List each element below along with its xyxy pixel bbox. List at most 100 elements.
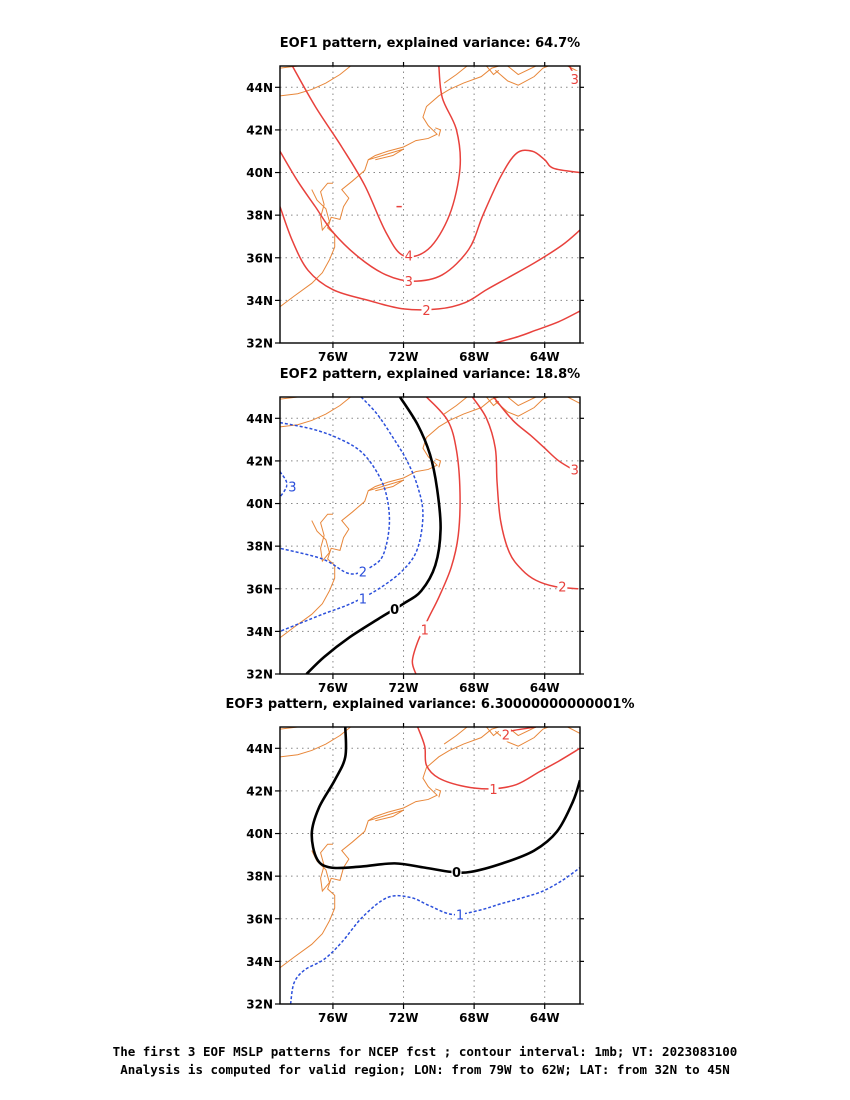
eof3-coastline [443,727,468,745]
eof2-coastline [567,397,580,404]
eof1-ytick-label: 38N [246,209,273,223]
caption-line-1: The first 3 EOF MSLP patterns for NCEP f… [112,1044,738,1059]
eof2-title: EOF2 pattern, explained variance: 18.8% [280,367,580,382]
eof1-contour-label: 2 [422,304,430,319]
eof2-ytick-label: 38N [246,540,273,554]
eof3-coastline [280,727,351,758]
eof1-panel: EOF1 pattern, explained variance: 64.7% 4… [246,36,584,364]
eof2-contour-neg1 [280,397,424,633]
eof2-contour-1 [411,397,461,674]
eof1-contour-label: 3 [405,275,413,290]
eof2-contour-neg2 [280,421,391,575]
eof3-frame [279,726,581,1005]
eof3-contour-1 [416,727,580,790]
eof3-contour-label-bg [500,726,511,742]
eof1-contour-3 [280,149,580,282]
eof1-contour-4 [291,66,462,258]
eof1-xtick-label: 76W [318,350,348,364]
eof3-coastline [486,727,500,737]
eof1-coastline [280,66,351,97]
eof1-title: EOF1 pattern, explained variance: 64.7% [280,36,580,51]
eof1-contour-1 [495,310,580,343]
eof3-title: EOF3 pattern, explained variance: 6.3000… [226,697,635,712]
eof2-coastline [280,397,351,428]
eof1-contour-label: 4 [405,250,413,265]
eof2-contour-label-bg [419,621,430,637]
eof2-contour-label: 1 [359,592,367,607]
eof3-contour-0 [310,727,580,875]
eof3-ytick-label: 32N [246,998,273,1012]
eof3-contour-label: 0 [452,866,461,881]
eof1-frame [279,65,581,344]
eof3-panel: EOF3 pattern, explained variance: 6.3000… [226,697,635,1025]
eof3-contour-label-bg [451,863,462,879]
eof1-ytick-label: 34N [246,294,273,308]
eof1-ytick-label: 44N [246,81,273,95]
eof1-contour-label-bg [403,273,414,289]
eof2-xtick-label: 76W [318,681,348,695]
eof2-coastline [311,513,333,563]
eof2-contour-label-bg [557,578,568,594]
eof2-ytick-label: 42N [246,454,273,468]
eof3-ytick-label: 40N [246,827,273,841]
eof1-coastline [311,182,333,232]
eof1-ytick-label: 40N [246,166,273,180]
eof2-coastline [368,479,404,492]
eof2-contour-label: 0 [390,603,399,618]
eof1-coastline [507,66,537,76]
eof2-contour-label-bg [569,461,580,477]
eof3-ytick-label: 34N [246,955,273,969]
eof2-contour-label-bg [357,590,368,606]
eof1-coastline [368,148,404,161]
eof2-contour-label: 2 [359,566,367,581]
eof3-xtick-label: 72W [389,1011,419,1025]
eof3-ytick-label: 36N [246,912,273,926]
eof-figure: EOF1 pattern, explained variance: 64.7% 4… [226,36,635,1025]
eof2-contour-neg3 [280,471,288,498]
eof2-contour-label-bg [389,601,400,617]
eof2-frame [279,396,581,675]
eof3-coastline [567,727,580,734]
eof2-coastline [435,458,442,468]
eof3-xtick-label: 68W [459,1011,489,1025]
eof2-ytick-label: 34N [246,625,273,639]
eof2-ytick-label: 44N [246,412,273,426]
eof2-panel: EOF2 pattern, explained variance: 18.8% 0… [246,367,584,695]
eof1-contour-label-bg [569,70,580,86]
eof2-contour-0 [305,397,442,674]
eof3-ytick-label: 42N [246,784,273,798]
eof2-contour-3 [492,397,577,473]
eof1-coastline [443,66,468,84]
eof3-contour-label: 2 [502,728,510,743]
eof1-xtick-label: 68W [459,350,489,364]
eof2-ytick-label: 40N [246,497,273,511]
eof2-coastline [443,397,468,415]
eof1-ytick-label: 42N [246,123,273,137]
eof1-contour-label-bg [403,247,414,263]
eof2-contour-2 [471,397,579,590]
eof3-coastline [507,727,537,737]
eof1-coastline [486,66,500,76]
eof2-ytick-label: 36N [246,582,273,596]
caption-line-2: Analysis is computed for valid region; L… [120,1062,730,1077]
eof2-contour-label: 3 [288,480,296,495]
eof2-xtick-label: 72W [389,681,419,695]
eof2-coastline [494,397,549,417]
eof2-ytick-label: 32N [246,668,273,682]
eof1-contour-label-bg [421,301,432,317]
eof3-contour-label: 1 [456,909,464,924]
eof2-contour-label-bg [357,563,368,579]
eof3-xtick-label: 76W [318,1011,348,1025]
eof3-coastline [435,788,442,798]
eof1-xtick-label: 64W [530,350,560,364]
eof3-ytick-label: 38N [246,870,273,884]
eof2-contour-label: 2 [558,581,566,596]
eof3-ytick-label: 44N [246,742,273,756]
eof1-contour-label: 3 [571,73,579,88]
eof2-xtick-label: 64W [530,681,560,695]
eof1-coastline [435,127,442,137]
eof1-contour-2 [280,206,580,311]
eof1-ytick-label: 36N [246,251,273,265]
eof1-xtick-label: 72W [389,350,419,364]
eof2-contour-label: 1 [421,623,429,638]
